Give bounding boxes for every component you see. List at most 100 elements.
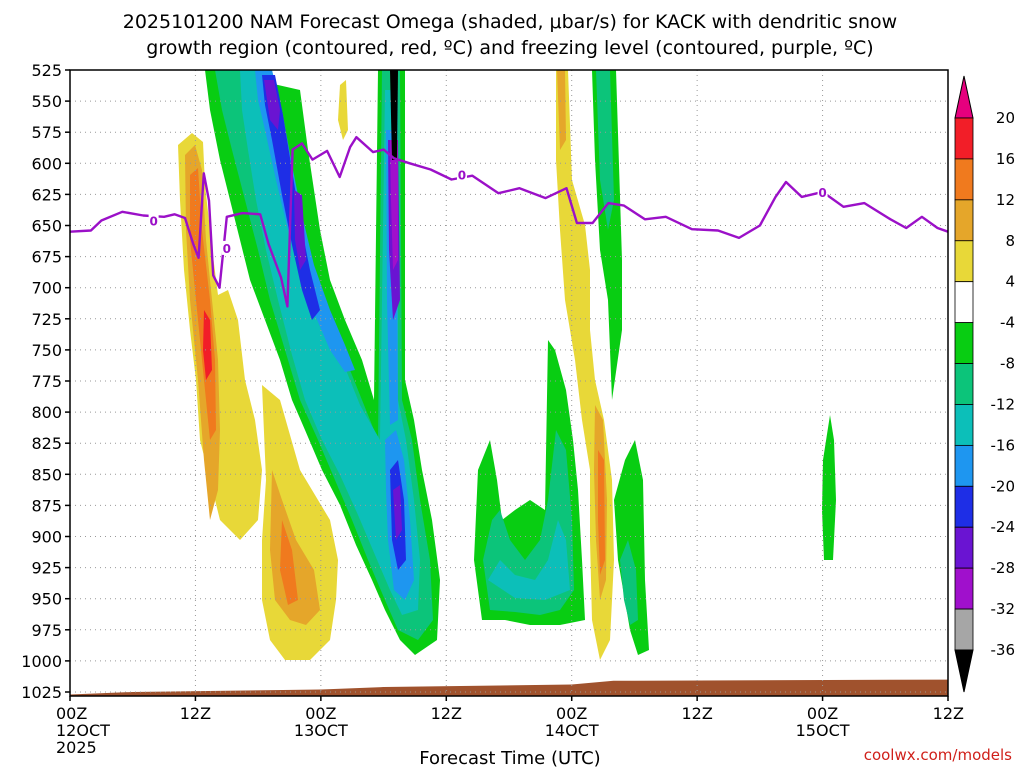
x-tick-label: 12Z bbox=[180, 704, 211, 723]
x-tick-label: 13OCT bbox=[294, 721, 348, 740]
y-tick-label: 625 bbox=[31, 185, 62, 204]
y-tick-label: 525 bbox=[31, 61, 62, 80]
colorbar-segment bbox=[954, 526, 974, 569]
x-tick-label: 14OCT bbox=[545, 721, 599, 740]
y-tick-label: 725 bbox=[31, 310, 62, 329]
contour-label-bg bbox=[817, 184, 828, 199]
colorbar-label: -8 bbox=[1000, 355, 1015, 373]
y-tick-label: 950 bbox=[31, 590, 62, 609]
omega-neg-8-band-3 bbox=[596, 70, 614, 230]
x-tick-label: 00Z bbox=[556, 704, 587, 723]
colorbar-bottom-arrow bbox=[954, 649, 974, 693]
y-tick-label: 550 bbox=[31, 92, 62, 111]
y-tick-label: 650 bbox=[31, 217, 62, 236]
y-tick-label: 775 bbox=[31, 372, 62, 391]
contour-label-bg bbox=[148, 213, 159, 228]
omega-neg-24-band-2 bbox=[294, 190, 306, 270]
colorbar-label: 16 bbox=[996, 150, 1015, 168]
omega-neg-28-band-main bbox=[390, 140, 398, 270]
colorbar-label: -28 bbox=[991, 559, 1016, 577]
x-tick-label: 12Z bbox=[431, 704, 462, 723]
y-tick-label: 975 bbox=[31, 621, 62, 640]
colorbar-segment bbox=[954, 567, 974, 610]
freezing-level-contour-label: 0 bbox=[149, 215, 157, 229]
x-tick-label: 00Z bbox=[56, 704, 87, 723]
omega-neg-12-band-2 bbox=[488, 520, 570, 600]
y-tick-label: 900 bbox=[31, 528, 62, 547]
colorbar-segment bbox=[954, 322, 974, 364]
colorbar-label: -24 bbox=[991, 518, 1016, 536]
x-tick-label: 2025 bbox=[56, 738, 97, 757]
colorbar-label: -16 bbox=[991, 436, 1016, 454]
chart-title-line2: growth region (contoured, red, ºC) and f… bbox=[146, 37, 873, 59]
omega-neg-24-band-main bbox=[264, 80, 280, 130]
y-tick-label: 875 bbox=[31, 496, 62, 515]
freezing-level-contour-label: 0 bbox=[223, 242, 231, 256]
surface-terrain-fill bbox=[70, 679, 948, 696]
y-tick-label: 675 bbox=[31, 248, 62, 267]
colorbar-label: -20 bbox=[991, 477, 1016, 495]
contour-label-bg bbox=[456, 167, 467, 182]
y-axis: 525 550 575 600 625 650 675 700 725 750 775 800 825 8… bbox=[21, 61, 70, 702]
omega-neg-4-band-4 bbox=[614, 440, 649, 655]
colorbar-label: 4 bbox=[1005, 273, 1015, 291]
omega-pos-8-band-2 bbox=[270, 470, 320, 625]
colorbar-label: 20 bbox=[996, 109, 1015, 127]
colorbar-segment bbox=[954, 485, 974, 528]
credit-text: coolwx.com/models bbox=[864, 746, 1012, 764]
y-tick-label: 825 bbox=[31, 434, 62, 453]
colorbar-label: -32 bbox=[991, 600, 1016, 618]
colorbar-segment bbox=[954, 281, 974, 324]
plot-area: 0 0 0 0 bbox=[70, 70, 948, 696]
x-tick-label: 15OCT bbox=[796, 721, 850, 740]
freezing-level-contour-label: 0 bbox=[818, 186, 826, 200]
colorbar-label: 12 bbox=[996, 191, 1015, 209]
colorbar-segment bbox=[954, 117, 974, 160]
omega-pos-12-band-2 bbox=[280, 520, 298, 605]
x-tick-label: 00Z bbox=[807, 704, 838, 723]
omega-neg-36-column bbox=[390, 70, 398, 160]
colorbar-segment bbox=[954, 404, 974, 446]
colorbar-segment bbox=[954, 444, 974, 487]
y-tick-label: 600 bbox=[31, 154, 62, 173]
colorbar-label: -12 bbox=[991, 395, 1016, 413]
colorbar-segment bbox=[954, 608, 974, 651]
omega-pos-16-band-1 bbox=[203, 310, 212, 380]
y-tick-label: 1000 bbox=[21, 652, 62, 671]
omega-neg-4-band-5 bbox=[822, 415, 836, 560]
x-tick-label: 12Z bbox=[933, 704, 964, 723]
x-tick-label: 12Z bbox=[681, 704, 712, 723]
omega-pos-8-band-4 bbox=[557, 70, 566, 150]
colorbar: 20 16 12 8 4 -4 -8 -12 -16 -20 -24 -28 -32 -36 bbox=[954, 75, 1016, 693]
omega-shading bbox=[178, 70, 836, 660]
x-tick-label: 00Z bbox=[305, 704, 336, 723]
freezing-level-line bbox=[70, 136, 948, 308]
colorbar-label: 8 bbox=[1005, 232, 1015, 250]
colorbar-segment bbox=[954, 363, 974, 405]
freezing-level-contour-label: 0 bbox=[458, 168, 466, 182]
colorbar-segment bbox=[954, 240, 974, 283]
contour-label-bg bbox=[221, 240, 232, 255]
y-tick-label: 1025 bbox=[21, 683, 62, 702]
x-tick-label: 12OCT bbox=[56, 721, 110, 740]
y-tick-label: 800 bbox=[31, 403, 62, 422]
omega-pos-4-band-3 bbox=[338, 80, 348, 140]
y-tick-label: 925 bbox=[31, 559, 62, 578]
colorbar-segment bbox=[954, 158, 974, 201]
y-tick-label: 850 bbox=[31, 465, 62, 484]
colorbar-label: -4 bbox=[1000, 314, 1015, 332]
colorbar-label: -36 bbox=[991, 641, 1016, 659]
colorbar-top-arrow bbox=[954, 75, 974, 119]
chart-title-line1: 2025101200 NAM Forecast Omega (shaded, μ… bbox=[123, 11, 897, 33]
freezing-level-labels: 0 0 0 0 bbox=[148, 167, 828, 256]
omega-pos-12-band-3 bbox=[598, 450, 605, 575]
colorbar-segment bbox=[954, 199, 974, 242]
x-axis-title: Forecast Time (UTC) bbox=[419, 748, 600, 768]
plot-frame bbox=[69, 69, 949, 697]
omega-neg-24-band-4 bbox=[393, 485, 402, 540]
y-tick-label: 575 bbox=[31, 123, 62, 142]
y-tick-label: 700 bbox=[31, 279, 62, 298]
omega-neg-8-band-4 bbox=[620, 540, 638, 625]
